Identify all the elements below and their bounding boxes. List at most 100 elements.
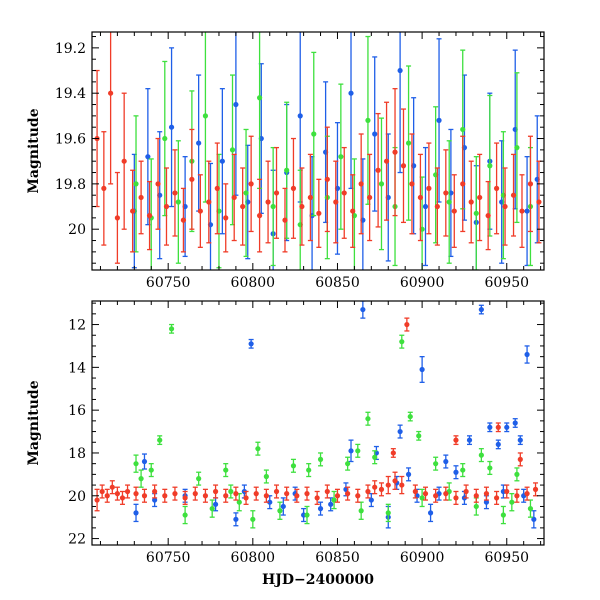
data-point	[473, 503, 479, 510]
x-axis-label: HJD−2400000	[262, 572, 374, 588]
data-point	[233, 516, 239, 522]
data-point	[427, 510, 434, 516]
data-point	[282, 217, 288, 223]
data-point	[306, 467, 312, 473]
data-point	[412, 488, 418, 495]
data-point	[231, 194, 237, 201]
data-point	[172, 491, 178, 497]
data-point	[162, 493, 168, 499]
data-point	[333, 199, 339, 205]
data-point	[390, 450, 396, 456]
y-tick-label: 20	[68, 222, 86, 238]
data-point	[460, 467, 466, 473]
data-point	[294, 493, 300, 499]
data-point	[500, 512, 506, 518]
data-point	[345, 491, 351, 497]
data-point	[350, 208, 356, 214]
data-point	[256, 95, 263, 101]
x-tick-label: 60750	[146, 550, 191, 566]
data-point	[504, 488, 510, 495]
data-point	[172, 190, 178, 196]
data-point	[372, 131, 378, 137]
data-point	[314, 495, 320, 501]
data-point	[348, 90, 354, 96]
data-point	[365, 416, 371, 422]
data-point	[385, 482, 391, 488]
data-point	[317, 456, 324, 462]
y-axis-label: Magnitude	[26, 108, 42, 193]
y-tick-label: 22	[68, 532, 86, 548]
data-point	[483, 499, 490, 505]
data-point	[124, 488, 131, 495]
data-point	[196, 476, 202, 482]
data-point	[468, 199, 474, 205]
x-tick-label: 60900	[400, 550, 445, 566]
y-tick-label: 19.8	[55, 177, 86, 193]
data-point	[121, 158, 127, 164]
data-point	[372, 484, 378, 490]
x-tick-label: 60950	[484, 550, 529, 566]
data-point	[392, 149, 398, 155]
data-point	[290, 463, 297, 469]
data-point	[145, 154, 151, 160]
data-point	[146, 213, 153, 219]
x-tick-label: 60850	[315, 275, 360, 291]
data-point	[443, 458, 449, 465]
data-point	[256, 213, 263, 219]
y-axis-label: Magnitude	[26, 380, 42, 465]
data-point	[148, 467, 154, 473]
data-point	[202, 493, 209, 499]
data-point	[155, 181, 161, 187]
data-point	[433, 461, 439, 467]
data-point	[240, 203, 246, 210]
data-point	[527, 506, 534, 512]
data-point	[487, 465, 493, 471]
data-point	[331, 497, 337, 503]
data-point	[473, 210, 479, 216]
data-point	[263, 493, 269, 499]
data-point	[487, 424, 493, 430]
data-point	[355, 448, 361, 454]
x-tick-label: 60800	[231, 275, 276, 291]
data-point	[365, 117, 371, 123]
data-point	[514, 493, 520, 499]
data-point	[453, 495, 459, 501]
data-point	[383, 158, 390, 164]
data-point	[104, 493, 110, 499]
data-point	[426, 185, 432, 191]
data-point	[101, 185, 107, 191]
data-point	[419, 366, 425, 373]
data-point	[219, 158, 225, 164]
data-point	[248, 341, 254, 347]
data-point	[355, 493, 361, 499]
data-point	[378, 486, 385, 492]
data-point	[265, 199, 271, 205]
data-point	[229, 147, 236, 153]
data-point	[463, 488, 469, 495]
data-point	[345, 461, 351, 467]
data-point	[368, 497, 374, 503]
y-tick-label: 18	[68, 446, 86, 462]
data-point	[453, 437, 459, 443]
data-point	[192, 491, 198, 497]
data-point	[493, 495, 500, 501]
y-tick-label: 14	[68, 360, 86, 376]
series-red	[94, 32, 542, 264]
data-point	[495, 424, 501, 430]
data-point	[202, 113, 209, 119]
data-point	[263, 473, 269, 480]
data-point	[209, 506, 215, 512]
x-tick-label: 60750	[146, 275, 191, 291]
data-point	[162, 135, 168, 142]
data-point	[531, 516, 537, 522]
data-point	[152, 488, 158, 495]
y-tick-label: 19.4	[55, 86, 86, 102]
data-point	[460, 126, 466, 133]
data-point	[223, 467, 229, 473]
data-point	[517, 456, 523, 462]
y-tick-label: 12	[68, 318, 86, 334]
data-point	[163, 203, 170, 210]
plot-frame	[91, 300, 545, 546]
data-point	[399, 339, 405, 345]
data-point	[223, 215, 229, 221]
